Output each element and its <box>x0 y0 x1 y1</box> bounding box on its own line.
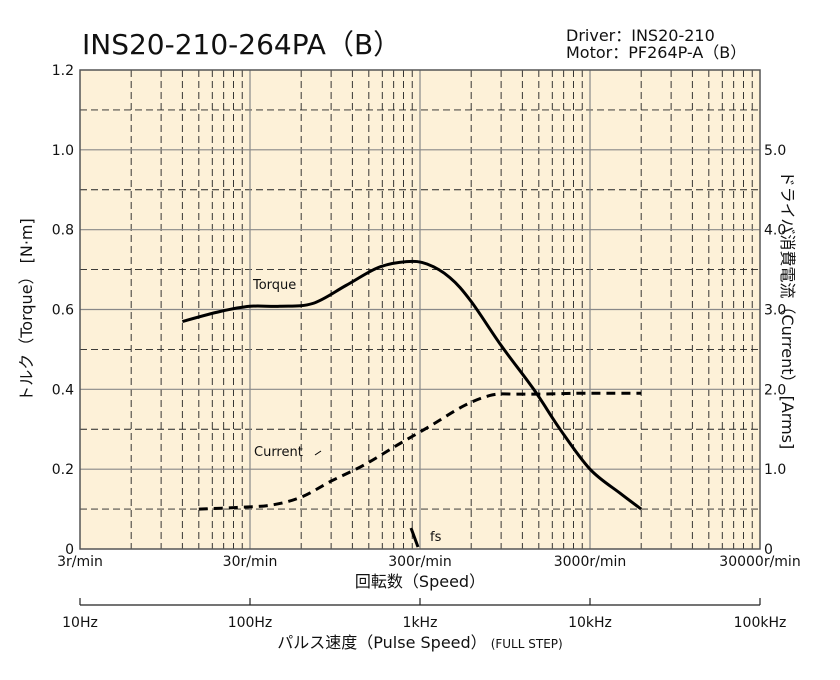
driver-info: Driver：INS20-210 <box>566 26 715 45</box>
right-y-tick-label: 3.0 <box>764 303 786 319</box>
left-y-tick-label: 0.2 <box>52 462 74 478</box>
pulse-tick-label: 100kHz <box>734 615 787 631</box>
pulse-tick-label: 100Hz <box>228 615 273 631</box>
left-y-tick-label: 0 <box>65 542 74 558</box>
x-tick-label: 30000r/min <box>719 554 800 570</box>
left-y-axis-label: トルク（Torque） [N·m] <box>17 218 36 402</box>
series-layer <box>182 259 643 511</box>
major-grid <box>80 70 760 549</box>
x-tick-labels: 3r/min 30r/min 300r/min 3000r/min 30000r/min <box>57 554 801 570</box>
x-tick-label: 300r/min <box>388 554 452 570</box>
left-y-tick-label: 1.0 <box>52 143 74 159</box>
pulse-axis-label: パルス速度（Pulse Speed） (FULL STEP) <box>277 633 562 652</box>
pulse-tick-label: 10kHz <box>568 615 612 631</box>
right-y-axis-label: ドライバ消費電流（Current） [Arms] <box>778 171 797 450</box>
right-y-tick-label: 0 <box>764 542 773 558</box>
pulse-tick-label: 10Hz <box>62 615 98 631</box>
pulse-axis-label-note: (FULL STEP) <box>491 637 563 651</box>
x-tick-label: 3r/min <box>57 554 103 570</box>
right-y-tick-labels: 0 1.0 2.0 3.0 4.0 5.0 <box>764 143 786 558</box>
x-tick-label: 3000r/min <box>554 554 627 570</box>
right-y-tick-label: 1.0 <box>764 462 786 478</box>
fs-marker <box>409 527 420 548</box>
current-series-label: Current <box>254 445 303 460</box>
x-axis-label: 回転数（Speed） <box>355 572 485 591</box>
pulse-axis-label-main: パルス速度（Pulse Speed） <box>277 633 486 652</box>
left-y-tick-label: 1.2 <box>52 63 74 79</box>
motor-info: Motor：PF264P-A（B） <box>566 43 746 62</box>
torque-line <box>182 259 643 511</box>
current-line <box>198 391 642 511</box>
right-y-tick-label: 4.0 <box>764 223 786 239</box>
left-y-tick-labels: 0 0.2 0.4 0.6 0.8 1.0 1.2 <box>52 63 74 558</box>
right-y-tick-label: 2.0 <box>764 382 786 398</box>
right-y-tick-label: 5.0 <box>764 143 786 159</box>
pulse-axis-ticks: 10Hz 100Hz 1kHz 10kHz 100kHz <box>62 598 786 631</box>
left-y-tick-label: 0.6 <box>52 303 74 319</box>
pulse-tick-label: 1kHz <box>403 615 438 631</box>
left-y-tick-label: 0.8 <box>52 223 74 239</box>
fs-label: fs <box>430 530 442 545</box>
chart-title: INS20-210-264PA（B） <box>82 28 401 61</box>
left-y-tick-label: 0.4 <box>52 382 74 398</box>
plot-frame <box>79 69 761 550</box>
torque-series-label: Torque <box>252 278 296 293</box>
x-tick-label: 30r/min <box>223 554 278 570</box>
current-leader-line <box>314 450 322 456</box>
